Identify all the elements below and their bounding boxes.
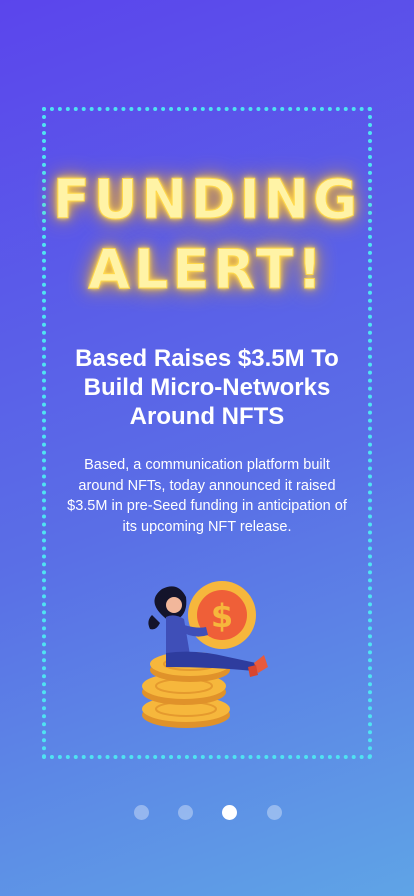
funding-title-line2: ALERT! xyxy=(88,238,326,302)
woman-with-coins-illustration: $ xyxy=(142,581,268,728)
headline: Based Raises $3.5M To Build Micro-Networ… xyxy=(75,345,339,430)
pagination-dots xyxy=(0,805,414,821)
body-text: Based, a communication platform built ar… xyxy=(67,457,347,535)
page-dot-3[interactable] xyxy=(222,805,237,820)
funding-title-line1: FUNDING xyxy=(52,168,362,232)
woman-figure xyxy=(148,586,268,677)
page-dot-2[interactable] xyxy=(178,805,193,820)
svg-text:$: $ xyxy=(211,597,233,635)
page-dot-1[interactable] xyxy=(134,805,149,820)
post-card xyxy=(42,107,372,759)
dollar-coin-icon: $ xyxy=(188,581,256,649)
page-dot-4[interactable] xyxy=(267,805,282,820)
